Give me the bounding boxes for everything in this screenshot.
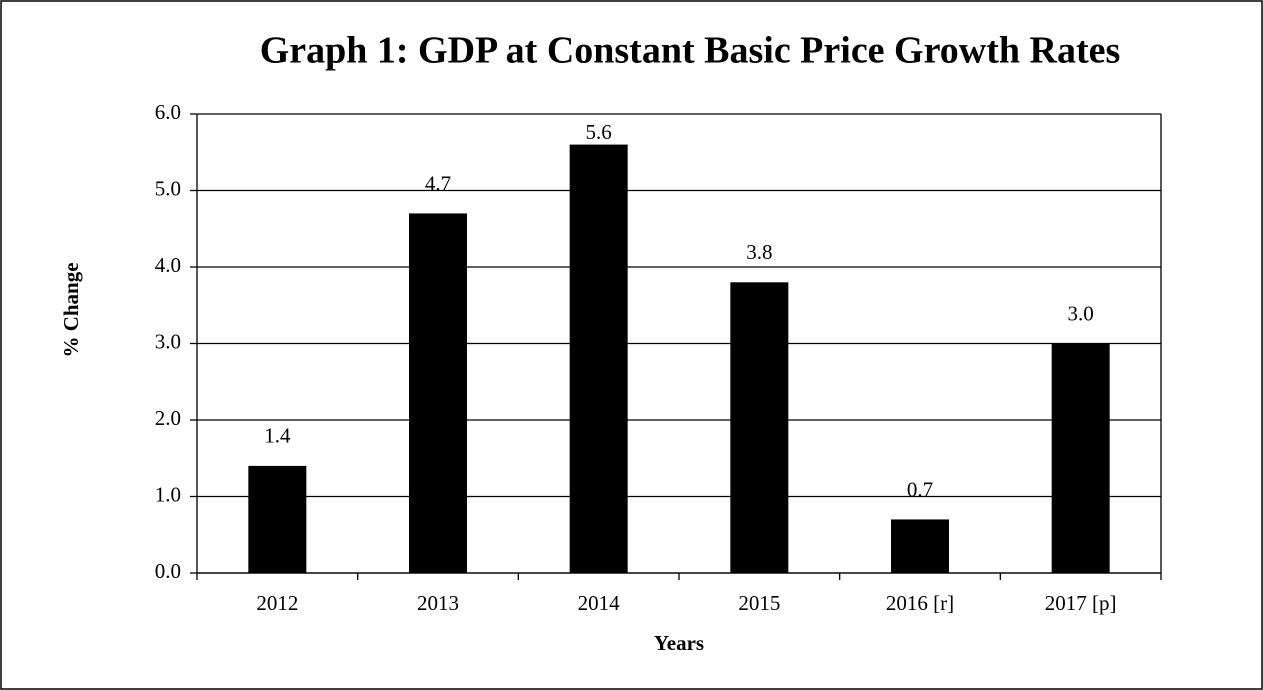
data-label: 3.0 xyxy=(1068,301,1094,325)
data-label: 5.6 xyxy=(586,120,612,144)
y-axis-label: % Change xyxy=(59,262,83,357)
y-tick-label: 4.0 xyxy=(155,253,181,277)
x-axis-label: Years xyxy=(654,631,704,655)
bar xyxy=(891,519,949,573)
bar xyxy=(1051,343,1110,573)
data-label: 1.4 xyxy=(264,424,291,448)
bar xyxy=(730,282,789,573)
y-tick-label: 6.0 xyxy=(155,100,181,124)
y-tick-label: 0.0 xyxy=(155,559,181,583)
y-tick-label: 5.0 xyxy=(155,176,181,200)
bar xyxy=(409,213,467,573)
y-tick-label: 1.0 xyxy=(155,482,181,506)
y-tick-label: 3.0 xyxy=(155,329,181,353)
data-label: 4.7 xyxy=(425,171,451,195)
x-tick-label: 2016 [r] xyxy=(886,591,954,615)
y-tick-label: 2.0 xyxy=(155,406,181,430)
bar xyxy=(569,144,628,573)
x-tick-label: 2015 xyxy=(738,591,780,615)
x-tick-label: 2012 xyxy=(256,591,298,615)
data-label: 0.7 xyxy=(907,477,933,501)
x-tick-label: 2013 xyxy=(417,591,459,615)
data-label: 3.8 xyxy=(746,240,772,264)
bar xyxy=(248,465,307,573)
x-tick-label: 2014 xyxy=(578,591,621,615)
x-tick-label: 2017 [p] xyxy=(1045,591,1117,615)
chart-title: Graph 1: GDP at Constant Basic Price Gro… xyxy=(260,30,1121,72)
